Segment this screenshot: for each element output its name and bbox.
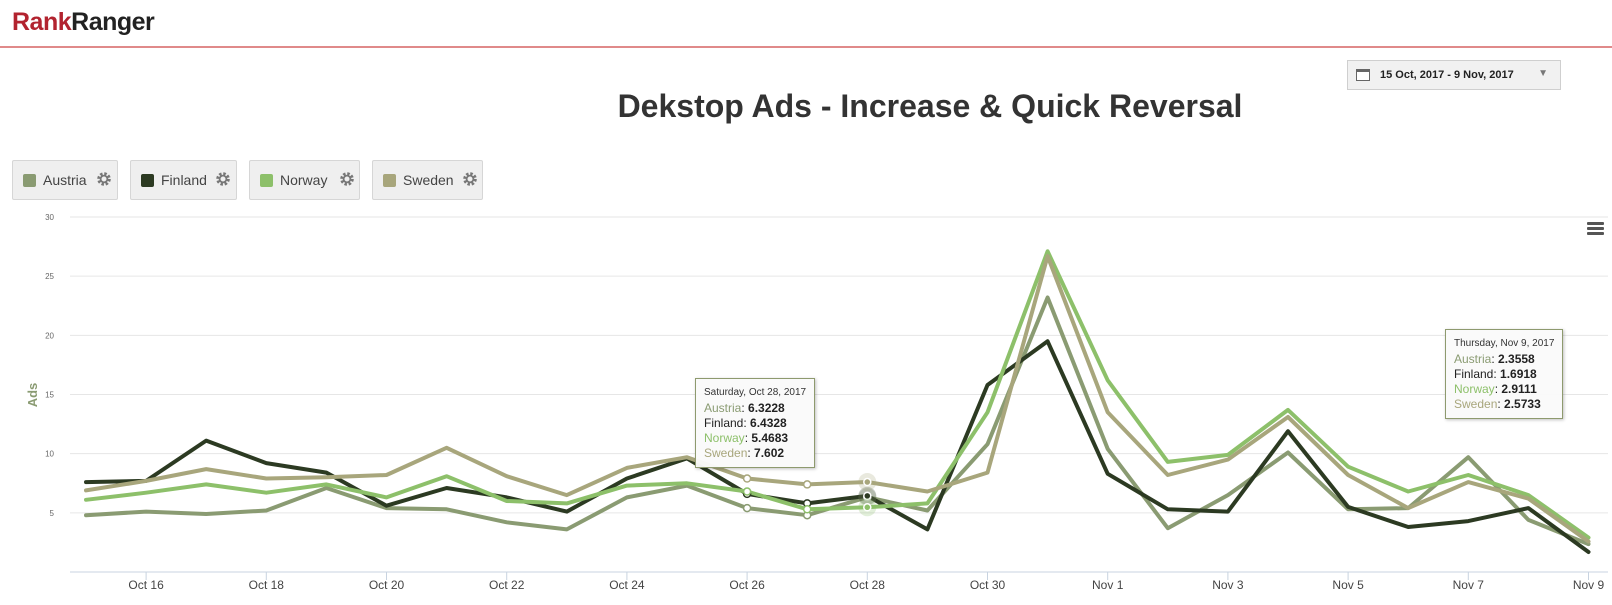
x-tick-label: Oct 18 <box>249 578 285 592</box>
y-tick-label: 10 <box>45 450 54 459</box>
data-point-sweden <box>742 474 752 483</box>
tooltip-nov-9: Thursday, Nov 9, 2017 Austria: 2.3558 Fi… <box>1445 329 1564 419</box>
legend-label-sweden: Sweden <box>403 172 454 188</box>
data-point-austria <box>742 503 752 513</box>
legend-label-norway: Norway <box>280 172 328 188</box>
date-range-picker[interactable]: 15 Oct, 2017 - 9 Nov, 2017 ▼ <box>1347 60 1561 90</box>
tooltip-series-value: 2.9111 <box>1501 382 1537 396</box>
y-tick-label: 20 <box>45 331 54 340</box>
tooltip-series-value: 2.3558 <box>1498 352 1535 366</box>
tooltip-series-value: 6.3228 <box>748 401 785 415</box>
tooltip-series-name: Finland <box>1454 367 1494 381</box>
y-tick-label: 5 <box>50 509 55 518</box>
series-line-austria <box>84 295 1591 547</box>
hover-halo <box>858 486 877 505</box>
data-point-finland <box>742 489 752 499</box>
tooltip-row-austria: Austria: 2.3558 <box>1454 352 1535 366</box>
x-tick-label: Oct 28 <box>850 578 886 592</box>
date-range-label: 15 Oct, 2017 - 9 Nov, 2017 <box>1380 69 1514 81</box>
tooltip-series-value: 1.6918 <box>1500 367 1537 381</box>
x-tick-label: Oct 24 <box>609 578 645 592</box>
rank-ranger-logo[interactable]: RankRanger <box>12 8 155 37</box>
tooltip-series-name: Finland <box>704 416 744 430</box>
data-point-sweden <box>802 480 812 489</box>
tooltip-series-name: Norway <box>1454 382 1495 396</box>
tooltip-row-norway: Norway: 5.4683 <box>704 431 789 445</box>
tooltip-row-norway: Norway: 2.9111 <box>1454 382 1537 396</box>
tooltip-series-name: Sweden <box>1454 397 1498 411</box>
tooltip-series-value: 7.602 <box>754 446 785 460</box>
tooltip-oct-28: Saturday, Oct 28, 2017 Austria: 6.3228 F… <box>695 378 816 468</box>
tooltip-series-name: Norway <box>704 431 745 445</box>
y-axis-title: Ads <box>25 383 40 408</box>
x-tick-label: Nov 7 <box>1453 578 1485 592</box>
x-tick-label: Oct 20 <box>369 578 405 592</box>
legend-item-norway[interactable]: Norway <box>249 160 360 200</box>
tooltip-series-name: Austria <box>704 401 742 415</box>
x-tick-label: Oct 22 <box>489 578 525 592</box>
series-line-finland <box>84 339 1591 554</box>
tooltip-series-value: 5.4683 <box>751 431 789 445</box>
tooltip-row-sweden: Sweden: 2.5733 <box>1454 397 1541 411</box>
y-tick-label: 15 <box>45 391 54 400</box>
gear-icon[interactable] <box>96 171 112 187</box>
tooltip-series-value: 2.5733 <box>1504 397 1541 411</box>
tooltip-date: Thursday, Nov 9, 2017 <box>1454 338 1555 349</box>
gear-icon[interactable] <box>462 171 478 187</box>
tooltip-series-name: Austria <box>1454 352 1492 366</box>
x-tick-label: Nov 5 <box>1332 578 1364 592</box>
tooltip-row-austria: Austria: 6.3228 <box>704 401 785 415</box>
tooltip-date: Saturday, Oct 28, 2017 <box>704 387 807 398</box>
legend-swatch-finland <box>141 174 154 187</box>
data-point-norway <box>863 503 872 512</box>
tooltip-row-finland: Finland: 1.6918 <box>1454 367 1537 381</box>
x-tick-label: Oct 30 <box>970 578 1006 592</box>
series-line-norway <box>84 249 1591 540</box>
chart-menu-icon[interactable] <box>1587 222 1604 236</box>
calendar-icon <box>1356 69 1370 81</box>
data-point-austria <box>802 510 812 520</box>
legend-label-finland: Finland <box>161 172 207 188</box>
legend-item-finland[interactable]: Finland <box>130 160 237 200</box>
hover-halo <box>858 498 877 517</box>
top-bar: RankRanger <box>0 0 1612 48</box>
tooltip-row-sweden: Sweden: 7.602 <box>704 446 785 460</box>
logo-rank-text: Rank <box>12 8 72 36</box>
legend-swatch-sweden <box>383 174 396 187</box>
legend-swatch-austria <box>23 174 36 187</box>
hover-halo <box>858 473 877 492</box>
legend-item-sweden[interactable]: Sweden <box>372 160 483 200</box>
data-point-austria <box>863 492 872 502</box>
tooltip-series-value: 6.4328 <box>750 416 787 430</box>
x-tick-label: Oct 26 <box>729 578 765 592</box>
tooltip-row-finland: Finland: 6.4328 <box>704 416 787 430</box>
data-point-finland <box>863 491 872 501</box>
x-tick-label: Nov 9 <box>1573 578 1605 592</box>
hover-halo <box>858 488 877 507</box>
x-tick-label: Nov 1 <box>1092 578 1124 592</box>
logo-ranger-text: Ranger <box>71 8 155 36</box>
data-point-norway <box>742 487 752 496</box>
gear-icon[interactable] <box>339 171 355 187</box>
data-point-finland <box>802 499 812 508</box>
legend-label-austria: Austria <box>43 172 87 188</box>
dropdown-caret-icon: ▼ <box>1538 68 1548 79</box>
y-tick-label: 30 <box>45 213 54 222</box>
chart-title: Dekstop Ads - Increase & Quick Reversal <box>617 88 1243 124</box>
series-line-sweden <box>84 254 1591 544</box>
legend-swatch-norway <box>260 174 273 187</box>
x-tick-label: Oct 16 <box>128 578 164 592</box>
legend-item-austria[interactable]: Austria <box>12 160 118 200</box>
gear-icon[interactable] <box>215 171 231 187</box>
x-tick-label: Nov 3 <box>1212 578 1244 592</box>
data-point-norway <box>802 505 812 514</box>
tooltip-series-name: Sweden <box>704 446 748 460</box>
y-tick-label: 25 <box>45 272 54 281</box>
data-point-sweden <box>863 477 872 487</box>
